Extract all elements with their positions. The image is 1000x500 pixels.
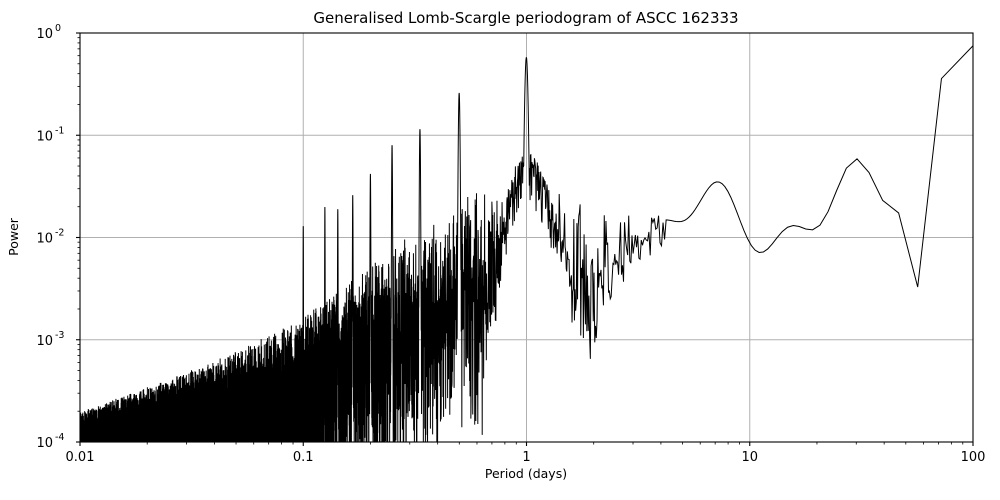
svg-text:10: 10: [36, 436, 53, 451]
x-tick-label: 1: [522, 450, 530, 465]
y-tick-label: 10 0: [36, 23, 61, 42]
x-axis-label: Period (days): [485, 466, 567, 481]
y-tick-label: 10 -2: [36, 228, 64, 247]
svg-text:10: 10: [36, 27, 53, 42]
y-axis-label: Power: [6, 217, 21, 256]
x-tick-label: 10: [741, 450, 758, 465]
y-tick-label: 10 -1: [36, 125, 64, 144]
periodogram-power-curve: [80, 45, 973, 442]
svg-text:-1: -1: [55, 125, 64, 136]
major-tick-marks: [76, 32, 974, 446]
x-axis-tick-labels: 0.01 0.1 1 10 100: [66, 450, 986, 465]
gridlines: [80, 33, 973, 442]
plot-border: [79, 32, 974, 443]
x-tick-label: 0.01: [66, 450, 95, 465]
svg-text:10: 10: [36, 129, 53, 144]
x-tick-label: 100: [961, 450, 986, 465]
x-tick-label: 0.1: [293, 450, 314, 465]
svg-text:-2: -2: [55, 228, 64, 239]
svg-text:-4: -4: [55, 432, 64, 443]
chart-title: Generalised Lomb-Scargle periodogram of …: [313, 9, 738, 27]
y-tick-label: 10 -3: [36, 330, 64, 349]
svg-text:10: 10: [36, 334, 53, 349]
svg-text:-3: -3: [55, 330, 64, 341]
svg-text:0: 0: [55, 23, 61, 34]
y-tick-label: 10 -4: [36, 432, 64, 451]
svg-text:10: 10: [36, 232, 53, 247]
